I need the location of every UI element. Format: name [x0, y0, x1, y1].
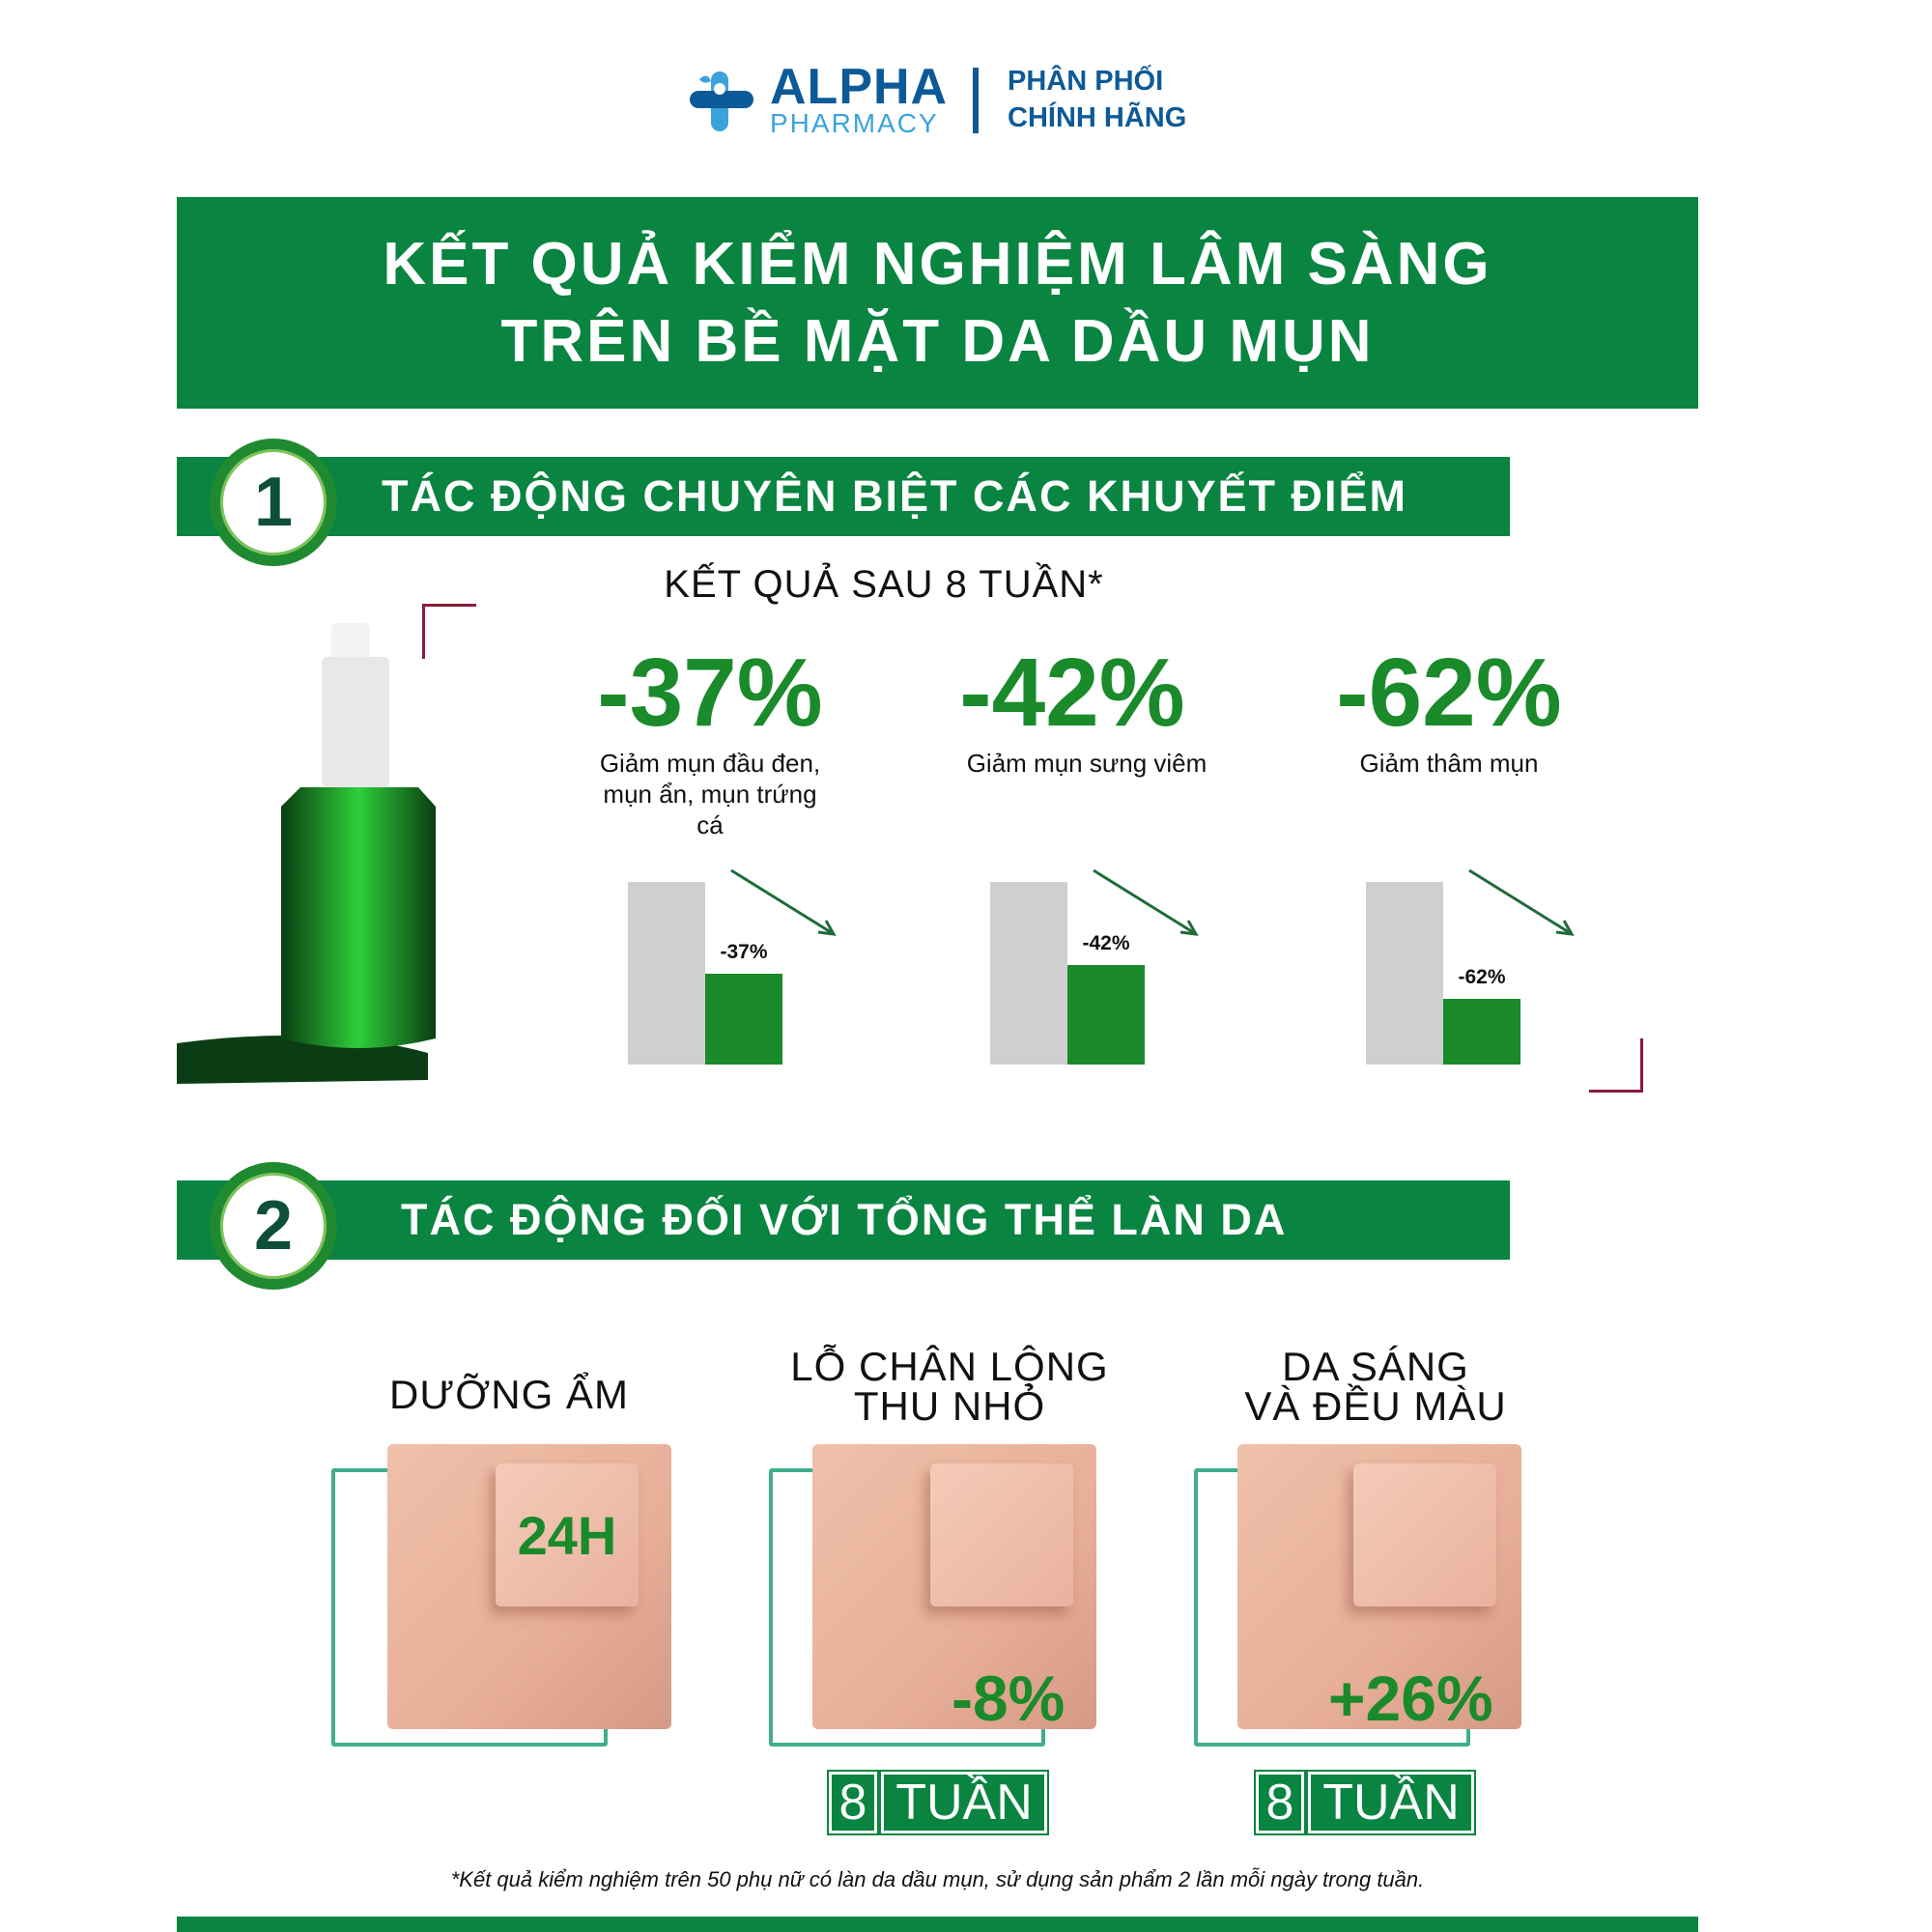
item-2-title-line-2: THU NHỎ [853, 1383, 1046, 1429]
banner-line-1: KẾT QUẢ KIỂM NGHIỆM LÂM SÀNG [383, 230, 1492, 298]
section-2-number: 2 [210, 1162, 337, 1290]
item-3-title-line-2: VÀ ĐỀU MÀU [1244, 1383, 1507, 1429]
result-value-1: -37% [597, 639, 823, 747]
down-arrow-icon [1093, 868, 1199, 936]
section-2-header: TÁC ĐỘNG ĐỐI VỚI TỔNG THỂ LÀN DA [177, 1180, 1510, 1260]
bar-baseline [1366, 882, 1443, 1065]
bar-data-label: -62% [1458, 966, 1506, 988]
tagline-line-1: PHÂN PHỐI [1008, 66, 1164, 97]
bar-baseline [628, 882, 705, 1065]
result-label-3: Giảm thâm mụn [1359, 749, 1539, 778]
item-2-stat: -8% [952, 1662, 1065, 1734]
alpha-pharmacy-logo-icon [690, 71, 753, 131]
result-value-3: -62% [1336, 639, 1562, 747]
down-arrow-icon [730, 868, 837, 936]
item-3-title-line-1: DA SÁNG [1282, 1344, 1469, 1389]
bar-data-label: -37% [720, 941, 768, 963]
item-3-stat: +26% [1328, 1662, 1493, 1734]
banner-line-2: TRÊN BỀ MẶT DA DẦU MỤN [500, 307, 1375, 375]
down-arrow-icon [1468, 868, 1575, 936]
bar-baseline [990, 882, 1067, 1065]
logo-divider [973, 68, 979, 133]
bar-after [1443, 999, 1520, 1065]
tagline-line-2: CHÍNH HÃNG [1008, 102, 1187, 133]
badge-number: 8 [827, 1770, 879, 1835]
item-1-stat: 24H [517, 1504, 617, 1566]
bar-data-label: -42% [1082, 932, 1130, 954]
serum-bottle-icon [177, 623, 436, 1084]
results-subtitle: KẾT QUẢ SAU 8 TUẦN* [664, 563, 1104, 606]
badge-number: 8 [1254, 1770, 1306, 1835]
bar-after [705, 974, 782, 1065]
bar-after [1067, 965, 1145, 1065]
item-1-title: DƯỠNG ẨM [389, 1372, 629, 1417]
item-2-zoom [930, 1463, 1073, 1606]
result-label-1: Giảm mụn đầu đen, mụn ẩn, mụn trứng cá [599, 749, 821, 839]
section-2-title: TÁC ĐỘNG ĐỐI VỚI TỔNG THỂ LÀN DA [401, 1195, 1288, 1244]
section-1-title: TÁC ĐỘNG CHUYÊN BIỆT CÁC KHUYẾT ĐIỂM [382, 471, 1408, 521]
section-1-header: TÁC ĐỘNG CHUYÊN BIỆT CÁC KHUYẾT ĐIỂM [177, 457, 1510, 536]
item-3-zoom [1353, 1463, 1496, 1606]
footnote: *Kết quả kiểm nghiệm trên 50 phụ nữ có l… [450, 1867, 1425, 1891]
item-2-duration-badge: 8 TUẦN [827, 1770, 1049, 1835]
frame-corner-bottom-right [1589, 1038, 1643, 1093]
result-value-2: -42% [959, 639, 1185, 747]
logo-brand: ALPHA [770, 59, 949, 115]
item-3-duration-badge: 8 TUẦN [1254, 1770, 1476, 1835]
item-1-zoom: 24H [496, 1463, 639, 1606]
frame-corner-top-left [422, 604, 476, 659]
item-2-title-line-1: LỖ CHÂN LỘNG [790, 1344, 1109, 1389]
badge-text: TUẦN [879, 1770, 1049, 1835]
logo-sub: PHARMACY [770, 108, 939, 138]
section-1-number: 1 [210, 439, 337, 566]
bottom-banner [177, 1917, 1698, 1932]
badge-text: TUẦN [1306, 1770, 1476, 1835]
title-banner: KẾT QUẢ KIỂM NGHIỆM LÂM SÀNG TRÊN BỀ MẶT… [177, 197, 1698, 409]
result-label-2: Giảm mụn sưng viêm [966, 749, 1208, 778]
